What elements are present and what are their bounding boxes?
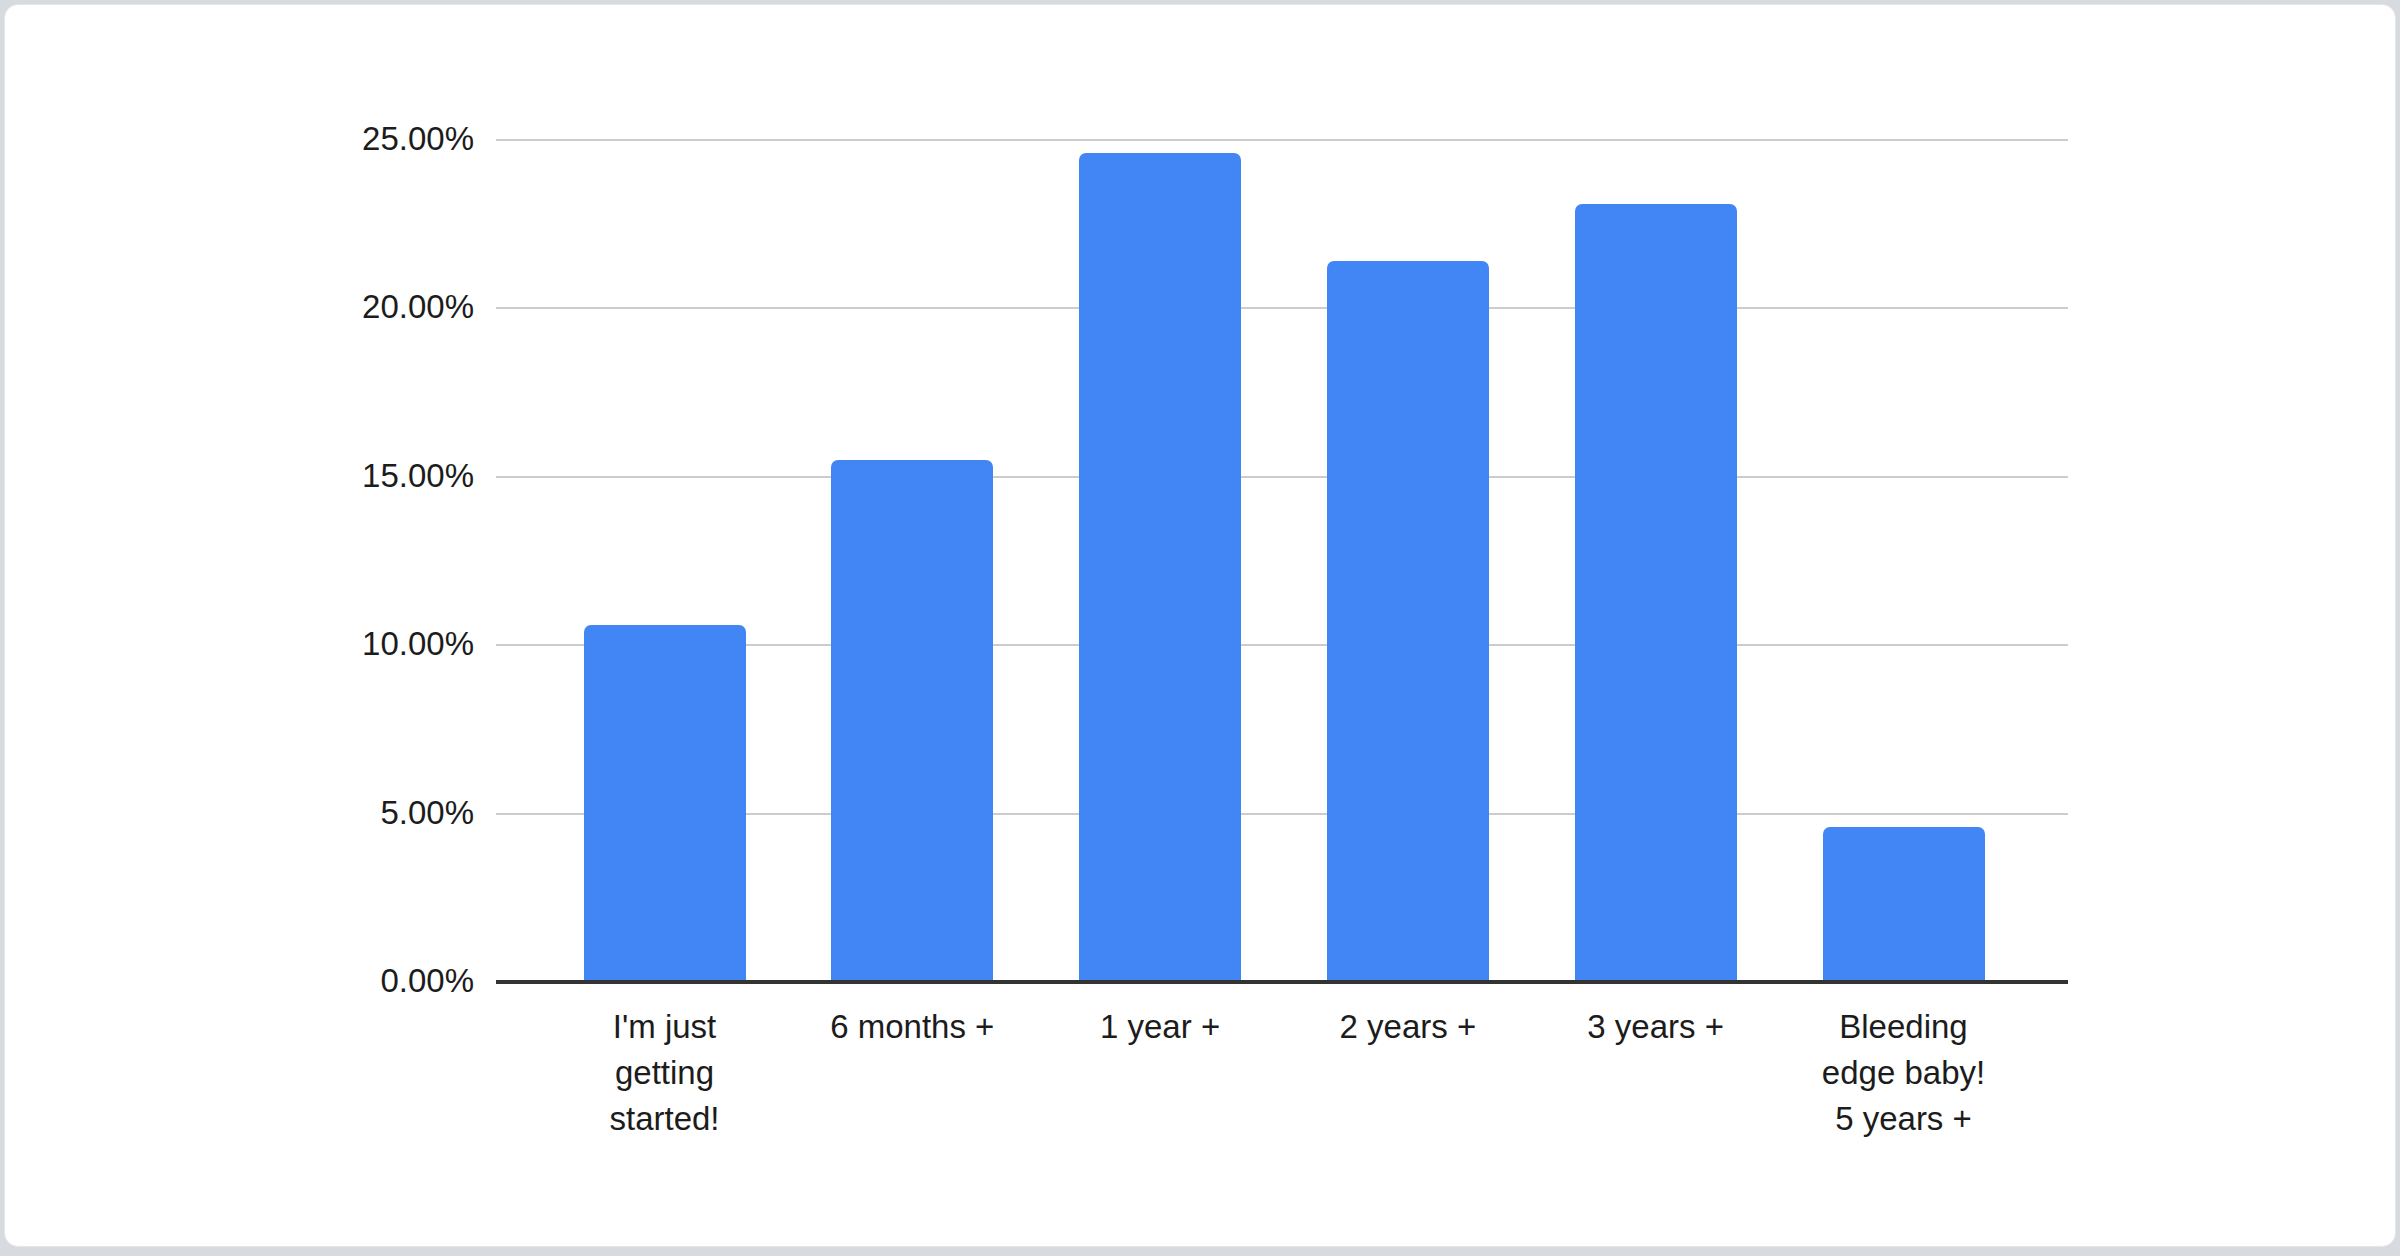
gridline [496, 139, 2068, 141]
page: 0.00% 5.00% 10.00% 15.00% 20.00% 25.00% I'm ju… [0, 0, 2400, 1256]
bar-chart: 0.00% 5.00% 10.00% 15.00% 20.00% 25.00% I'm ju… [5, 5, 2395, 1246]
gridline [496, 476, 2068, 478]
gridline [496, 307, 2068, 309]
y-axis-tick-label: 5.00% [380, 794, 474, 832]
bar [831, 460, 993, 982]
bar [584, 625, 746, 982]
x-axis-category-label: 6 months + [782, 1004, 1042, 1050]
x-axis-category-label: 1 year + [1030, 1004, 1290, 1050]
y-axis-tick-label: 15.00% [362, 457, 474, 495]
x-axis-category-label: Bleeding edge baby! 5 years + [1774, 1004, 2034, 1142]
chart-card: 0.00% 5.00% 10.00% 15.00% 20.00% 25.00% I'm ju… [4, 4, 2396, 1247]
x-axis-category-label: I'm just getting started! [535, 1004, 795, 1142]
bar [1575, 204, 1737, 982]
bar [1327, 261, 1489, 982]
y-axis-tick-label: 25.00% [362, 120, 474, 158]
y-axis-tick-label: 10.00% [362, 625, 474, 663]
y-axis-tick-label: 0.00% [380, 962, 474, 1000]
y-axis-tick-label: 20.00% [362, 289, 474, 327]
x-axis-category-label: 3 years + [1526, 1004, 1786, 1050]
x-axis-category-label: 2 years + [1278, 1004, 1538, 1050]
bar [1823, 827, 1985, 982]
bar [1079, 153, 1241, 982]
x-axis-line [496, 980, 2068, 984]
